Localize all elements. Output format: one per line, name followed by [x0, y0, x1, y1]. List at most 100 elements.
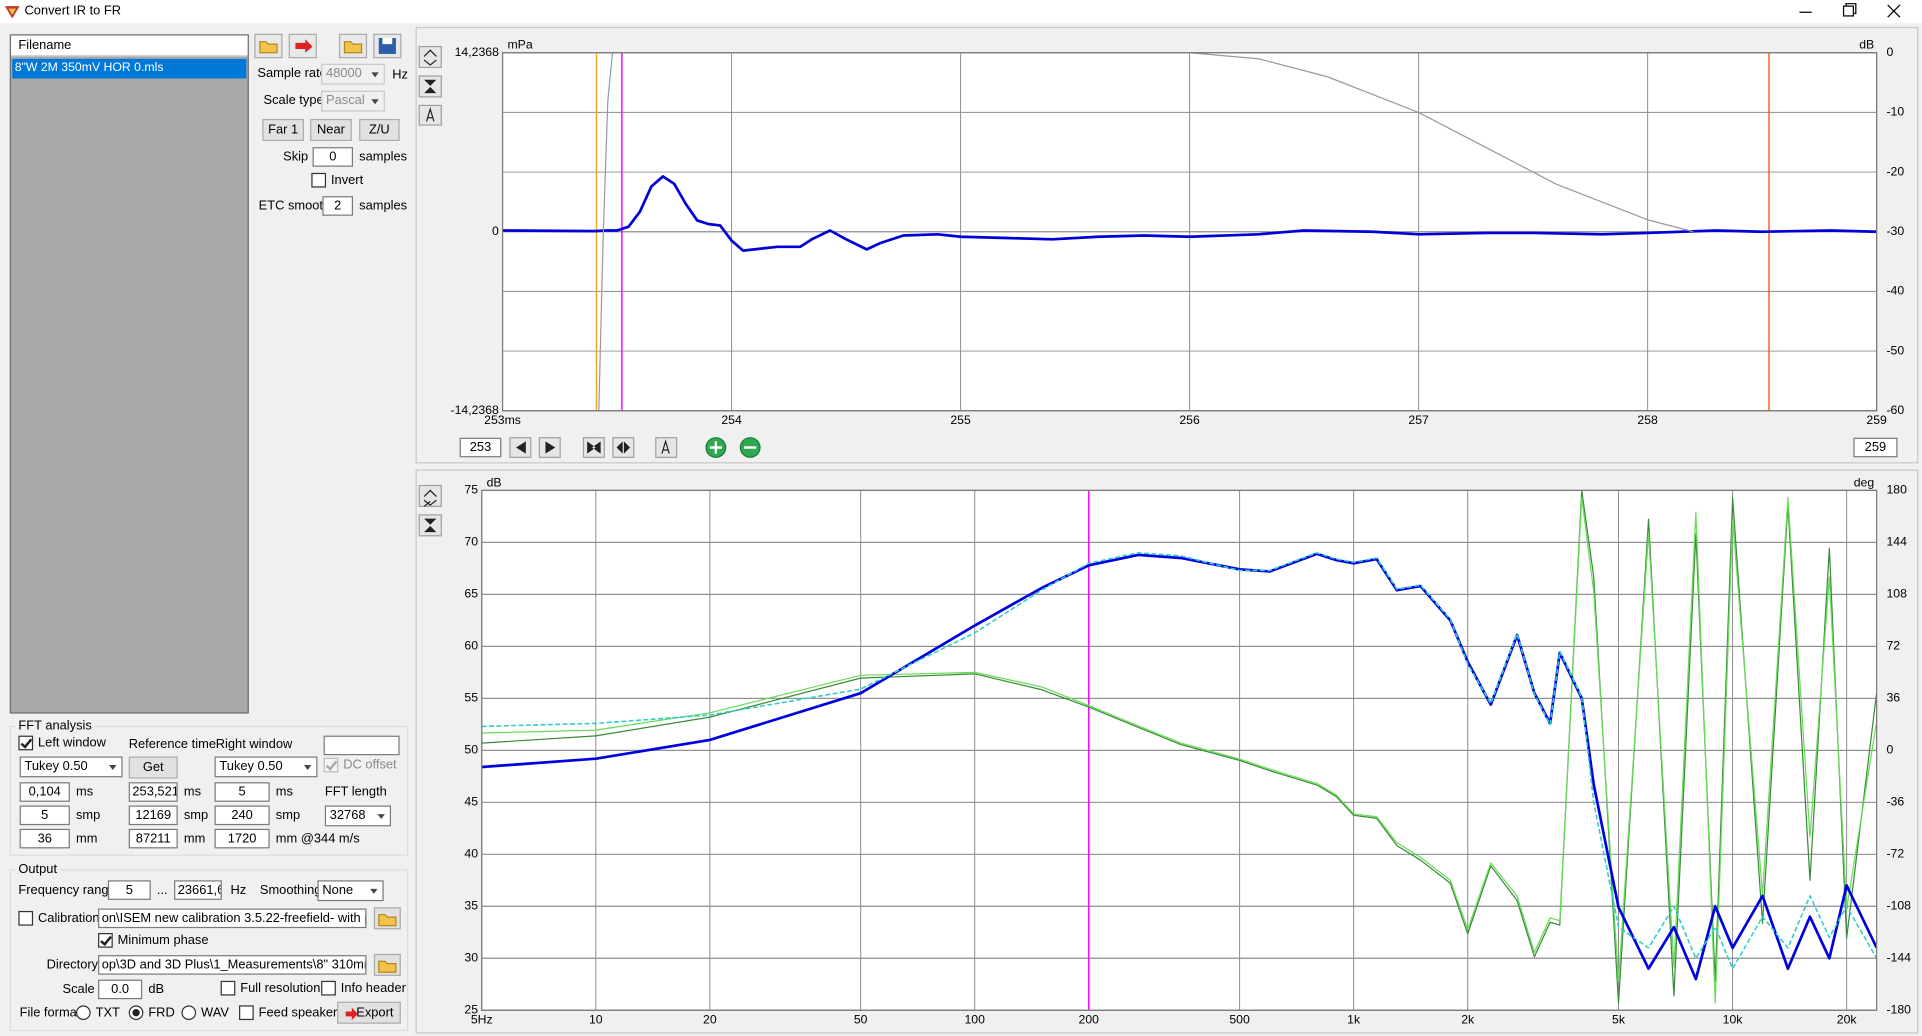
button[interactable]: Far 1	[262, 118, 304, 141]
dropdown[interactable]: 48000	[321, 63, 385, 85]
checkbox[interactable]	[323, 757, 339, 773]
x-tick-label: 200	[1079, 1012, 1100, 1026]
text-input[interactable]: 0	[312, 147, 354, 167]
x-tick-label: 10k	[1723, 1012, 1744, 1026]
checkbox[interactable]	[239, 1005, 254, 1021]
text-input[interactable]: 253,521	[128, 782, 178, 802]
x-tick-label: 254	[721, 413, 742, 427]
y2-tick-label: -180	[1886, 1002, 1911, 1016]
y2-unit: deg	[1854, 475, 1875, 489]
checkbox-label: DC offset	[343, 757, 397, 773]
toolbar-icons[interactable]	[253, 33, 406, 60]
button[interactable]: Get	[128, 756, 178, 779]
x-tick-label: 258	[1637, 413, 1658, 427]
browse-button[interactable]	[373, 907, 401, 930]
x-tick-label: 257	[1408, 413, 1429, 427]
label: ETC smooth	[258, 198, 331, 214]
panel-tools[interactable]	[418, 45, 761, 537]
data-line	[481, 497, 1877, 1004]
text-input[interactable]: 5	[107, 880, 151, 900]
fft-group	[9, 725, 409, 856]
text-input[interactable]: 259	[1853, 437, 1898, 458]
y-tick-label: 40	[464, 847, 478, 861]
checkbox[interactable]	[98, 933, 113, 948]
y2-tick-label: -60	[1886, 403, 1904, 417]
y2-tick-label: -144	[1886, 951, 1911, 965]
label: File format	[19, 1005, 81, 1021]
x-tick-label: 5k	[1612, 1012, 1626, 1026]
label: ...	[156, 882, 168, 898]
dropdown[interactable]: Tukey 0.50	[19, 756, 123, 778]
file-item[interactable]: 8"W 2M 350mV HOR 0.mls	[12, 58, 247, 79]
checkbox[interactable]	[321, 980, 336, 996]
file-list[interactable]	[9, 34, 249, 714]
dropdown[interactable]: Tukey 0.50	[214, 756, 318, 778]
y2-unit: dB	[1859, 38, 1874, 52]
y-tick-label: 65	[464, 587, 478, 601]
y2-tick-label: -20	[1886, 164, 1904, 178]
text-input[interactable]: on\ISEM new calibration 3.5.22-freefield…	[98, 908, 367, 929]
button[interactable]: Export	[337, 1001, 401, 1024]
label: Smoothing	[259, 882, 322, 898]
browse-button[interactable]	[373, 953, 401, 976]
x-tick-label: 10	[589, 1012, 603, 1026]
checkbox[interactable]	[220, 980, 236, 996]
x-tick-label: 20	[703, 1012, 717, 1026]
label: smp	[275, 807, 301, 823]
y-tick-label: 70	[464, 535, 478, 549]
data-line	[481, 490, 1877, 1004]
text-input[interactable]: 253	[459, 437, 502, 458]
text-input[interactable]: 5	[214, 782, 270, 802]
checkbox[interactable]	[18, 910, 34, 926]
y-tick-label: 0	[492, 224, 499, 238]
text-input[interactable]: 2	[322, 196, 354, 216]
checkbox-label: Full resolution	[240, 980, 321, 996]
impulse-panel	[415, 26, 1919, 464]
output-group	[9, 869, 409, 1032]
y2-tick-label: 72	[1886, 639, 1900, 653]
text-input[interactable]: 1720	[214, 828, 270, 849]
text-input[interactable]	[323, 735, 400, 756]
data-line	[481, 552, 1877, 970]
text-input[interactable]: 12169	[128, 805, 178, 826]
label: mm @344 m/s	[275, 831, 360, 846]
y2-tick-label: -72	[1886, 847, 1904, 861]
label: smp	[75, 807, 101, 823]
checkbox[interactable]	[311, 172, 327, 188]
text-input[interactable]: 5	[19, 805, 70, 826]
dropdown[interactable]: None	[317, 880, 384, 902]
text-input[interactable]: 0.0	[98, 979, 143, 1000]
text-input[interactable]: 36	[19, 828, 70, 849]
text-input[interactable]: op\3D and 3D Plus\1_Measurements\8" 310m…	[98, 955, 367, 975]
y-tick-label: 25	[464, 1002, 478, 1016]
label: Scale	[62, 982, 95, 997]
export-icon	[345, 1007, 358, 1021]
window-controls[interactable]	[1790, 0, 1913, 23]
file-list-header: Filename	[11, 35, 248, 57]
radio-label: TXT	[95, 1005, 120, 1021]
dropdown[interactable]: 32768	[324, 805, 392, 827]
label: Directory	[46, 957, 99, 973]
radio[interactable]	[75, 1005, 91, 1021]
group-title: Output	[15, 860, 60, 878]
text-input[interactable]: 87211	[128, 828, 178, 849]
checkbox[interactable]	[18, 735, 34, 751]
plot-border	[481, 489, 1878, 1011]
dropdown[interactable]: Pascal	[321, 90, 385, 112]
y-tick-label: 30	[464, 951, 478, 965]
data-line	[502, 175, 1877, 252]
button[interactable]: Z/U	[359, 118, 400, 141]
text-input[interactable]: 240	[214, 805, 270, 826]
x-tick-label: 256	[1179, 413, 1200, 427]
radio[interactable]	[128, 1005, 144, 1021]
checkbox-label: Feed speaker	[258, 1005, 338, 1021]
checkbox-label: Info header	[340, 980, 406, 996]
text-input[interactable]: 23661,6	[174, 880, 222, 900]
radio[interactable]	[181, 1005, 197, 1021]
label: Hz	[392, 67, 408, 83]
button[interactable]: Near	[310, 118, 352, 141]
label: Hz	[230, 882, 247, 898]
title-bar	[0, 0, 1922, 24]
plot-border	[501, 52, 1878, 412]
text-input[interactable]: 0,104	[19, 782, 70, 802]
